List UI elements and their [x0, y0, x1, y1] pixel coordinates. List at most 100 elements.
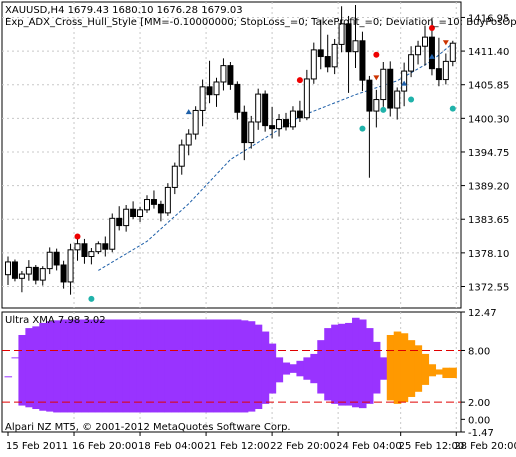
- xma-bar: [213, 319, 221, 413]
- candle-body: [11, 261, 18, 279]
- xma-bar: [192, 319, 200, 413]
- candle-body: [373, 99, 380, 112]
- candle: [220, 58, 227, 91]
- candle: [241, 105, 248, 161]
- candle-body: [102, 243, 109, 250]
- candle-body: [276, 119, 283, 130]
- xma-bar: [101, 319, 110, 413]
- candle: [67, 243, 74, 295]
- candle: [81, 238, 88, 264]
- buy-signal-dot: [380, 106, 387, 113]
- time-label: 25 Feb 12:00: [399, 441, 465, 452]
- candle: [248, 115, 255, 149]
- candle: [255, 88, 262, 130]
- xma-bar: [449, 367, 457, 379]
- main-panel[interactable]: [1, 1, 462, 309]
- xma-bar: [25, 328, 33, 408]
- candle-body: [269, 125, 276, 130]
- candle-body: [227, 65, 234, 85]
- xma-bar: [122, 319, 131, 413]
- xma-bar: [400, 333, 409, 403]
- xma-bar: [421, 353, 430, 385]
- candle-body: [241, 111, 248, 144]
- xma-bar: [87, 319, 96, 413]
- xma-bar: [317, 340, 325, 394]
- candle-body: [366, 79, 373, 112]
- xma-bar: [289, 364, 298, 373]
- candle-body: [289, 110, 296, 128]
- xma-bar: [67, 319, 75, 413]
- price-label: 1394.75: [468, 148, 509, 159]
- candle: [102, 236, 109, 257]
- price-label: 1372.55: [468, 282, 509, 293]
- xma-bar: [74, 319, 82, 413]
- xma-bar: [358, 319, 367, 409]
- xma-bar: [226, 319, 235, 413]
- xma-bar: [331, 324, 339, 404]
- candle-body: [262, 93, 269, 127]
- xma-bar: [143, 319, 152, 413]
- symbol-info: XAUUSD,H4 1679.43 1680.10 1676.28 1679.0…: [5, 5, 243, 16]
- candle: [164, 183, 171, 216]
- xma-bar: [435, 369, 443, 375]
- candle: [359, 31, 366, 92]
- xma-bar: [324, 328, 332, 401]
- indicator-levels: [2, 349, 461, 403]
- candle-body: [88, 251, 95, 257]
- candle-body: [442, 60, 449, 81]
- time-label: 21 Feb 12:00: [204, 441, 270, 452]
- xma-bar: [407, 340, 416, 397]
- candle: [380, 61, 387, 107]
- candle-body: [345, 23, 352, 53]
- candle: [206, 60, 213, 104]
- indicator-scale-label: 12.47: [468, 308, 497, 319]
- candle-body: [338, 23, 345, 45]
- indicator-scale[interactable]: 12.47 8.00 2.00 0.00 -1.47: [461, 308, 497, 439]
- candle: [387, 61, 394, 117]
- indicator-scale-label: 0.00: [468, 415, 490, 426]
- candle-body: [449, 42, 456, 62]
- xma-bar: [219, 319, 228, 413]
- price-scale[interactable]: 1416.95 1411.40 1405.85 1400.30 1394.75 1389.…: [461, 13, 509, 293]
- candle: [408, 46, 415, 78]
- xma-bar: [115, 319, 124, 413]
- candle: [157, 200, 164, 222]
- xma-bar: [303, 357, 311, 380]
- candle-body: [18, 273, 25, 279]
- xma-bar: [171, 319, 179, 413]
- candle-body: [109, 217, 116, 250]
- candle: [422, 25, 428, 66]
- candle-body: [415, 45, 422, 56]
- time-label: 28 Feb 20:00: [454, 441, 516, 452]
- candle: [116, 206, 123, 231]
- xma-bar: [60, 319, 68, 413]
- candle: [345, 15, 352, 93]
- indicator-scale-label: 2.00: [468, 398, 490, 409]
- candle: [5, 256, 11, 285]
- xma-bar: [254, 324, 263, 410]
- candle: [276, 114, 283, 137]
- candle: [144, 195, 150, 213]
- candle-body: [144, 199, 150, 211]
- candle: [366, 75, 373, 178]
- candle-body: [394, 90, 401, 109]
- candle: [95, 241, 102, 255]
- candle-body: [359, 40, 366, 81]
- sell-signal-dot: [296, 77, 303, 84]
- candle-body: [380, 68, 387, 101]
- candle-body: [81, 243, 88, 257]
- candle-body: [422, 36, 428, 47]
- xma-bar: [53, 320, 61, 413]
- expert-info: Exp_ADX_Cross_Hull_Style [MM=-0.10000000…: [5, 17, 516, 28]
- price-label: 1411.40: [468, 47, 509, 58]
- candle: [178, 139, 185, 175]
- xma-bar: [310, 353, 318, 384]
- time-axis[interactable]: 15 Feb 2011 16 Feb 20:00 18 Feb 04:00 21 Fe…: [6, 432, 516, 452]
- candle-body: [199, 86, 206, 111]
- candle-body: [32, 266, 39, 281]
- time-label: 18 Feb 04:00: [138, 441, 204, 452]
- candle: [283, 112, 289, 131]
- xma-bar: [233, 319, 242, 413]
- candle: [185, 129, 192, 156]
- candle: [289, 106, 296, 130]
